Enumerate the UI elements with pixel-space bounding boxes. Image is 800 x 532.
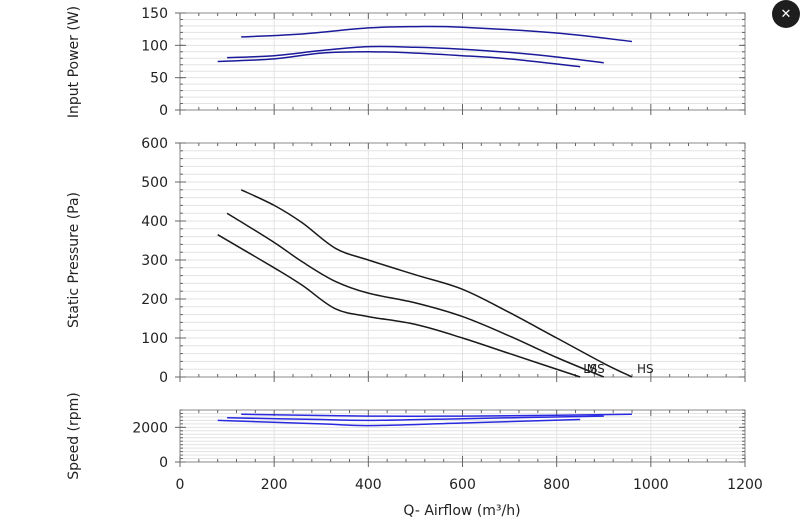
y-axis-title: Input Power (W): [66, 6, 82, 118]
series-curve: [240, 189, 633, 378]
x-tick-label: 400: [355, 477, 382, 493]
x-tick-label: 1000: [633, 477, 669, 493]
close-icon: ✕: [780, 6, 792, 22]
series-curve: [217, 418, 581, 427]
y-tick-label: 150: [141, 6, 168, 22]
y-tick-label: 400: [141, 214, 168, 230]
y-tick-label: 200: [141, 292, 168, 308]
x-axis-title: Q- Airflow (m³/h): [403, 503, 520, 519]
panel-3: 0 2000 Speed (rpm): [66, 392, 746, 480]
series-curve: [241, 413, 633, 418]
x-tick-label: 200: [261, 477, 288, 493]
y-tick-label: 500: [141, 175, 168, 191]
series-curve: [227, 415, 604, 422]
y-tick-label: 100: [141, 38, 168, 54]
y-tick-label: 300: [141, 253, 168, 269]
close-button[interactable]: ✕: [772, 0, 800, 28]
y-tick-label: 0: [159, 455, 168, 471]
series-curve: [241, 25, 633, 43]
y-tick-label: 50: [150, 71, 168, 87]
y-tick-label: 0: [159, 370, 168, 386]
x-tick-label: 800: [543, 477, 570, 493]
curve-label-ls: LS: [583, 362, 597, 376]
panel-1: 0 50 100 150 Input Power (W): [66, 6, 746, 119]
x-axis: 0 200 400 600 800 1000 1200: [176, 477, 763, 493]
panel-2: 0 100 200 300 400 500 600 Static Pressure (Pa) H…: [66, 136, 746, 386]
chart-panels: 0 50 100 150 Input Power (W) 0 100 200 300 400 500…: [66, 6, 746, 480]
y-axis-title: Static Pressure (Pa): [66, 192, 82, 328]
series-curve: [217, 51, 581, 68]
y-tick-label: 600: [141, 136, 168, 152]
x-tick-label: 0: [176, 477, 185, 493]
x-tick-label: 600: [449, 477, 476, 493]
y-tick-label: 2000: [132, 420, 168, 436]
y-axis-title: Speed (rpm): [66, 392, 82, 480]
curve-label-ms: MS: [587, 362, 605, 376]
series-curve: [227, 45, 604, 64]
x-tick-label: 1200: [727, 477, 763, 493]
y-tick-label: 0: [159, 103, 168, 119]
y-tick-label: 100: [141, 331, 168, 347]
curve-label-hs: HS: [637, 362, 654, 376]
series-curve: [217, 234, 581, 378]
series-curve: [226, 212, 605, 378]
